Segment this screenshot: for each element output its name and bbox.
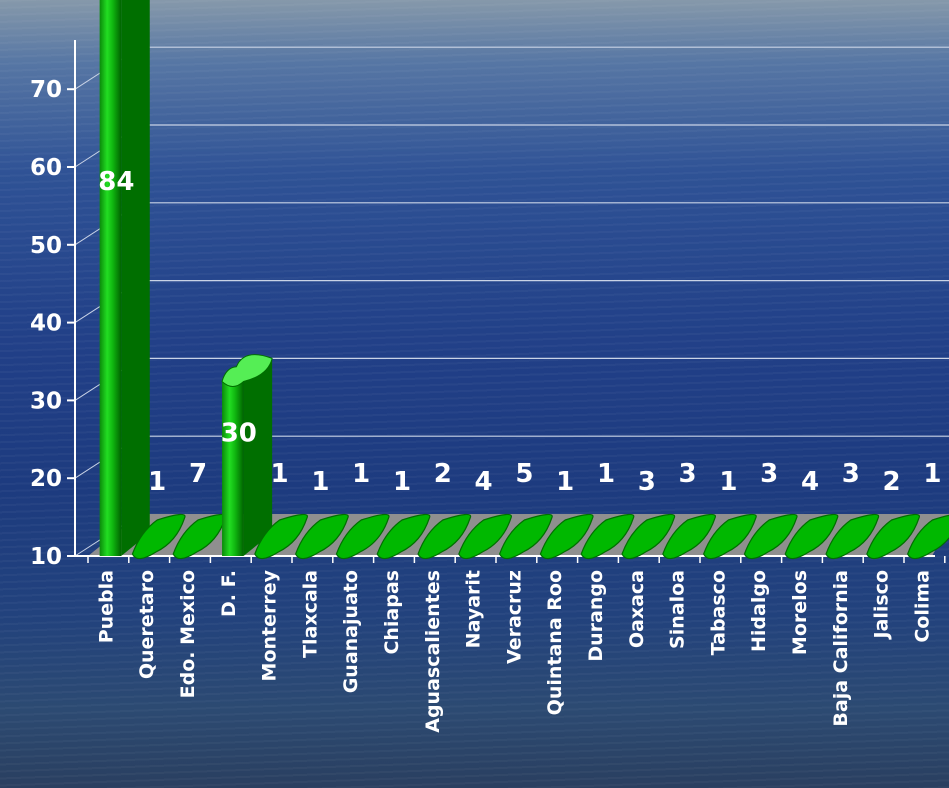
- x-category-label: Queretaro: [136, 570, 158, 679]
- bar: [580, 513, 635, 560]
- x-category-label: Tabasco: [707, 570, 729, 655]
- x-category-label: Puebla: [95, 570, 117, 643]
- data-label: 1: [923, 459, 941, 489]
- data-label: 1: [311, 467, 329, 497]
- data-label: 1: [271, 459, 289, 489]
- bar: [498, 513, 553, 560]
- bar: [294, 513, 349, 560]
- bar-disk: [866, 513, 920, 560]
- bar: [99, 0, 150, 556]
- bar-disk: [376, 513, 431, 560]
- bar: [621, 513, 676, 560]
- x-category-label: Veracruz: [503, 570, 525, 664]
- x-category-label: Baja California: [830, 570, 852, 727]
- data-label: 5: [515, 459, 533, 489]
- bar: [662, 513, 716, 560]
- bar-disk: [539, 513, 594, 560]
- data-label: 1: [719, 467, 737, 497]
- bar-disk: [417, 513, 472, 560]
- bar-disk: [784, 513, 839, 560]
- bar: [866, 513, 920, 560]
- bar: [254, 513, 308, 560]
- bar: [376, 513, 431, 560]
- data-label: 3: [760, 459, 778, 489]
- x-category-label: D. F.: [218, 570, 240, 617]
- x-category-label: Nayarit: [463, 570, 485, 648]
- bar-disk: [458, 513, 512, 560]
- y-tick-labels: 10 20 30 40 50 60 70: [30, 77, 62, 570]
- bar-disk: [498, 513, 553, 560]
- y-tick-label: 40: [30, 311, 62, 337]
- bar: [131, 513, 186, 560]
- bar-face: [222, 381, 244, 556]
- y-tick-label: 30: [30, 388, 62, 414]
- bar-disk: [621, 513, 676, 560]
- bar-disk: [743, 513, 798, 560]
- data-label: 1: [393, 467, 411, 497]
- x-category-label: Jalisco: [871, 570, 893, 641]
- bar: [906, 514, 949, 560]
- bar: [335, 513, 390, 560]
- y-tick-label: 50: [30, 233, 62, 259]
- y-tick-label: 70: [30, 77, 62, 103]
- data-label: 2: [434, 459, 452, 489]
- bar-disk: [825, 513, 880, 560]
- x-category-label: Sinaloa: [667, 570, 689, 649]
- data-label: 4: [475, 467, 493, 497]
- bar: [784, 513, 839, 560]
- x-category-label: Durango: [585, 570, 607, 662]
- bar-disk: [702, 513, 757, 560]
- bar-face: [99, 0, 122, 556]
- y-tick-label: 10: [30, 544, 62, 570]
- x-category-label: Quintana Roo: [544, 570, 566, 715]
- x-category-label: Hidalgo: [748, 570, 770, 652]
- bar: [221, 354, 273, 556]
- data-label: 1: [148, 467, 166, 497]
- x-category-label: Tlaxcala: [299, 570, 321, 658]
- bar-disk: [335, 513, 390, 560]
- data-label: 7: [189, 459, 207, 489]
- bar-disk: [580, 513, 635, 560]
- data-label: 1: [556, 467, 574, 497]
- bar-disk: [254, 513, 308, 560]
- bar: [702, 513, 757, 560]
- data-label: 1: [352, 459, 370, 489]
- bar-side: [121, 0, 150, 556]
- bar-disk: [662, 513, 716, 560]
- x-category-label: Monterrey: [259, 569, 281, 681]
- data-label: 4: [801, 467, 819, 497]
- x-category-label: Edo. Mexico: [177, 570, 199, 698]
- bar: [539, 513, 594, 560]
- x-category-label: Aguascalientes: [422, 570, 444, 733]
- x-category-label: Oaxaca: [626, 570, 648, 648]
- data-label: 2: [883, 467, 901, 497]
- data-label: 1: [597, 459, 615, 489]
- data-label: 3: [842, 459, 860, 489]
- bar: [458, 513, 512, 560]
- y-tick-label: 20: [30, 466, 62, 492]
- data-label: 30: [221, 419, 257, 449]
- bar-top: [221, 354, 273, 387]
- bar-disk: [131, 513, 186, 560]
- x-category-label: Guanajuato: [340, 570, 362, 693]
- bar-side: [243, 358, 273, 556]
- bar-disk: [906, 514, 949, 560]
- bars: [99, 0, 949, 560]
- y-tick-label: 60: [30, 155, 62, 181]
- x-category-label: Morelos: [789, 570, 811, 655]
- data-label: 3: [638, 467, 656, 497]
- bar: [825, 513, 880, 560]
- bar-disk: [294, 513, 349, 560]
- x-category-labels: Puebla Queretaro Edo. Mexico D. F. Monterrey…: [95, 569, 933, 732]
- bar: [417, 513, 472, 560]
- data-label: 84: [98, 167, 134, 197]
- x-category-label: Chiapas: [381, 570, 403, 655]
- x-category-label: Colima: [911, 570, 933, 643]
- data-label: 3: [679, 459, 697, 489]
- bar: [743, 513, 798, 560]
